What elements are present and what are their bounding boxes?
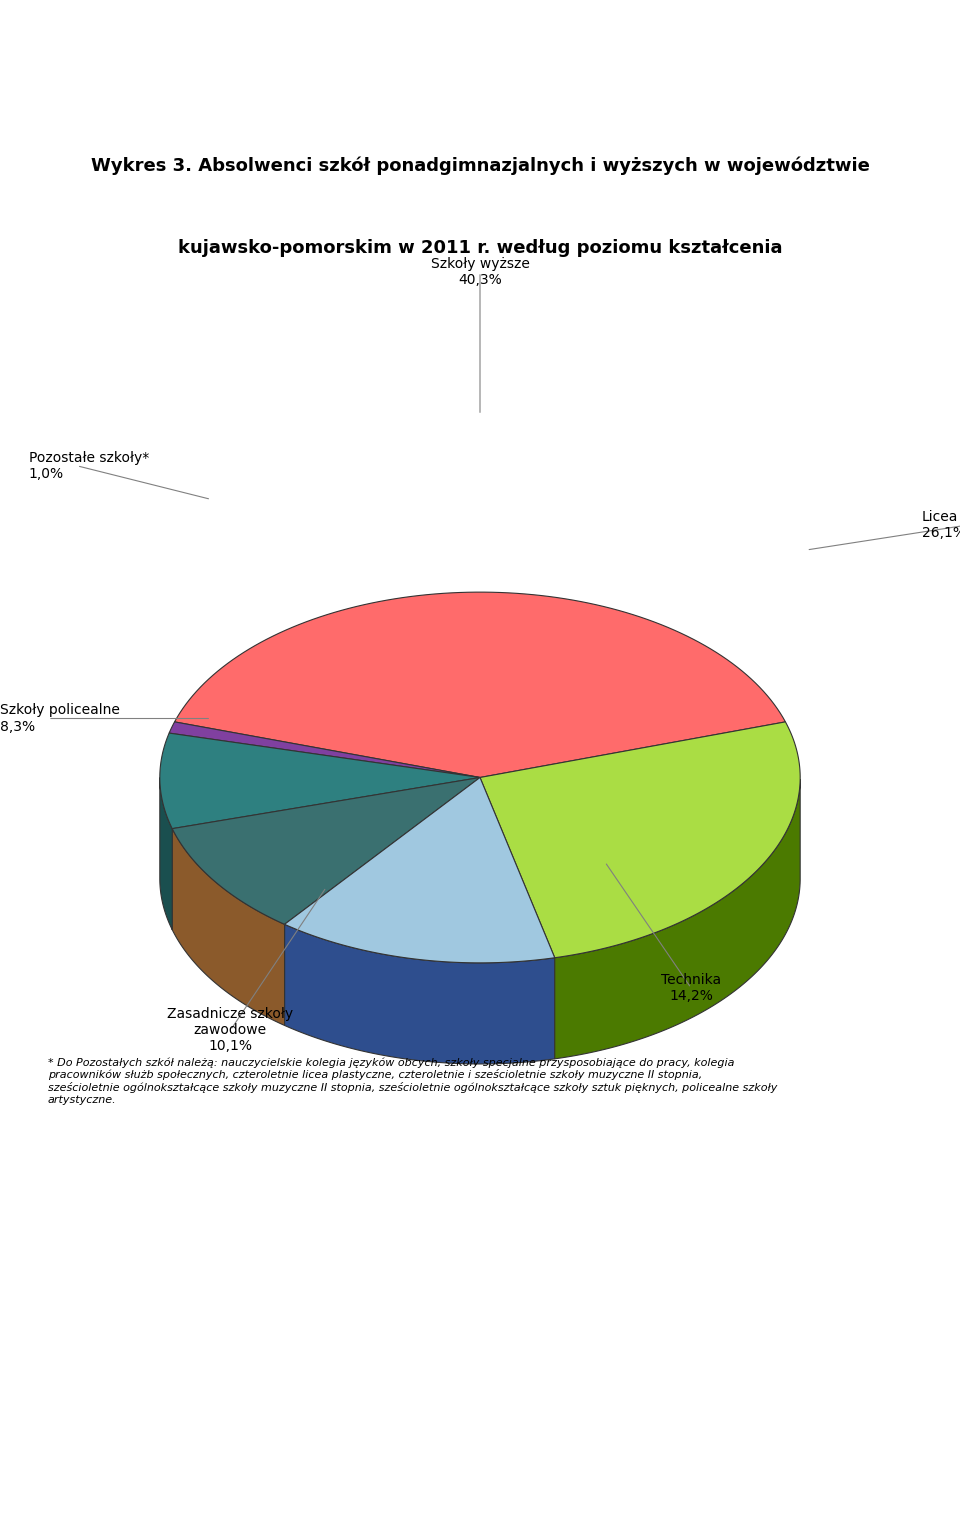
Polygon shape: [284, 778, 555, 962]
Polygon shape: [480, 722, 801, 958]
Polygon shape: [172, 829, 284, 1025]
Polygon shape: [159, 778, 172, 930]
Text: Technika
14,2%: Technika 14,2%: [661, 973, 721, 1003]
Text: * Do Pozostałych szkół należą: nauczycielskie kolegia języków obcych, szkoły spe: * Do Pozostałych szkół należą: nauczycie…: [48, 1057, 778, 1105]
Text: Szkoły policealne
8,3%: Szkoły policealne 8,3%: [0, 703, 120, 734]
Text: Pozostałe szkoły*
1,0%: Pozostałe szkoły* 1,0%: [29, 450, 149, 481]
Text: kujawsko-pomorskim w 2011 r. według poziomu kształcenia: kujawsko-pomorskim w 2011 r. według pozi…: [178, 239, 782, 257]
Text: Wykres 3. Absolwenci szkół ponadgimnazjalnych i wyższych w województwie: Wykres 3. Absolwenci szkół ponadgimnazja…: [90, 156, 870, 175]
Polygon shape: [169, 722, 480, 778]
Text: Licea
26,1%: Licea 26,1%: [922, 510, 960, 539]
Text: Szkoły wyższe
40,3%: Szkoły wyższe 40,3%: [431, 257, 529, 286]
Polygon shape: [175, 593, 785, 778]
Polygon shape: [555, 780, 801, 1059]
Text: Zasadnicze szkoły
zawodowe
10,1%: Zasadnicze szkoły zawodowe 10,1%: [167, 1007, 294, 1054]
Polygon shape: [159, 734, 480, 829]
Polygon shape: [172, 778, 480, 924]
Polygon shape: [284, 924, 555, 1063]
